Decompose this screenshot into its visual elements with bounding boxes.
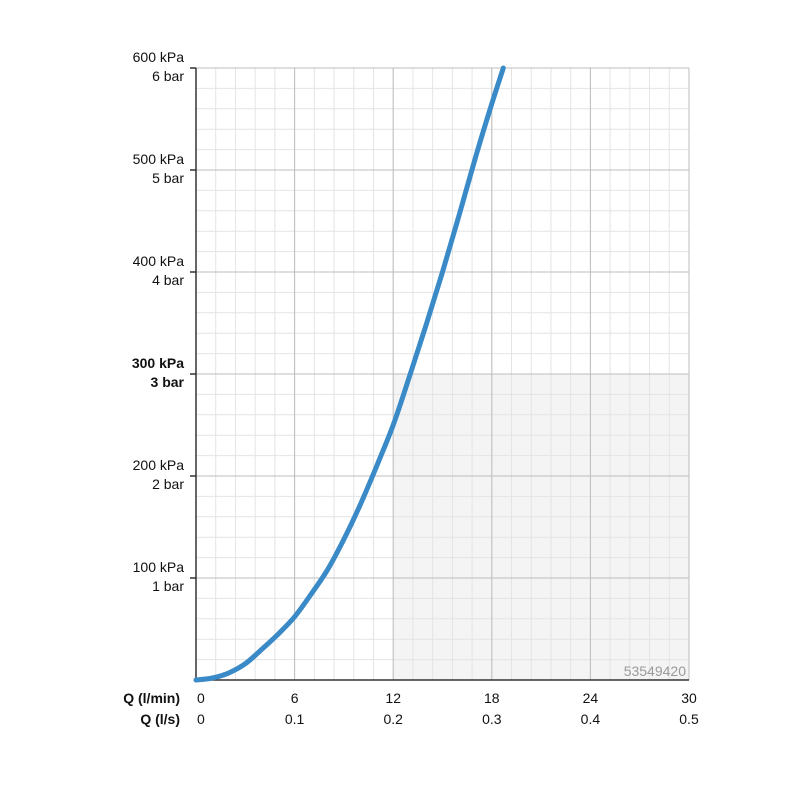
y-tick-label-kpa: 300 kPa [132,355,184,371]
x-tick-label: 30 [681,690,697,706]
x-tick-label: 18 [484,690,500,706]
flow-curve [193,65,506,683]
x-tick-label: 0 [197,690,205,706]
shaded-region [393,374,689,680]
x-tick-label: 0.4 [581,711,601,727]
y-tick-label-kpa: 400 kPa [133,253,185,269]
x-tick-label: 6 [291,690,299,706]
x-axis-name: Q (l/s) [140,711,180,727]
x-tick-label: 24 [583,690,599,706]
x-tick-label: 0.2 [383,711,403,727]
y-tick-label-bar: 3 bar [151,374,185,390]
y-tick-label-bar: 6 bar [152,68,184,84]
x-tick-label: 0.3 [482,711,502,727]
y-tick-label-kpa: 100 kPa [133,559,185,575]
x-axis-name: Q (l/min) [123,690,180,706]
y-tick-label-kpa: 500 kPa [133,151,185,167]
y-tick-label-bar: 1 bar [152,578,184,594]
y-tick-label-kpa: 200 kPa [133,457,185,473]
y-tick-label-bar: 5 bar [152,170,184,186]
x-tick-label: 12 [385,690,401,706]
y-tick-label-bar: 4 bar [152,272,184,288]
y-tick-label-bar: 2 bar [152,476,184,492]
curve-layer [193,65,506,683]
axes [190,67,689,681]
x-axis-labels: Q (l/min) 0 6 12 18 24 30 Q (l/s) 0 0.1 0.2 0.3 0.4 0… [123,690,699,727]
image-id-label: 53549420 [624,663,687,679]
y-axis-labels: 100 kPa 1 bar 200 kPa 2 bar 300 kPa 3 bar 400 … [132,49,185,594]
x-tick-label: 0.1 [285,711,305,727]
x-tick-label: 0.5 [679,711,699,727]
x-tick-label: 0 [197,711,205,727]
y-tick-label-kpa: 600 kPa [133,49,185,65]
shaded-area [393,374,689,680]
